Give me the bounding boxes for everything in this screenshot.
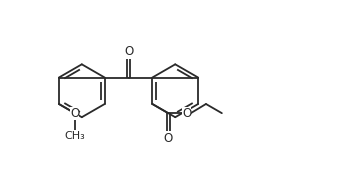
Text: CH₃: CH₃	[64, 131, 85, 141]
Text: O: O	[70, 107, 79, 120]
Text: O: O	[124, 45, 133, 58]
Text: O: O	[182, 107, 191, 120]
Text: O: O	[164, 132, 173, 145]
